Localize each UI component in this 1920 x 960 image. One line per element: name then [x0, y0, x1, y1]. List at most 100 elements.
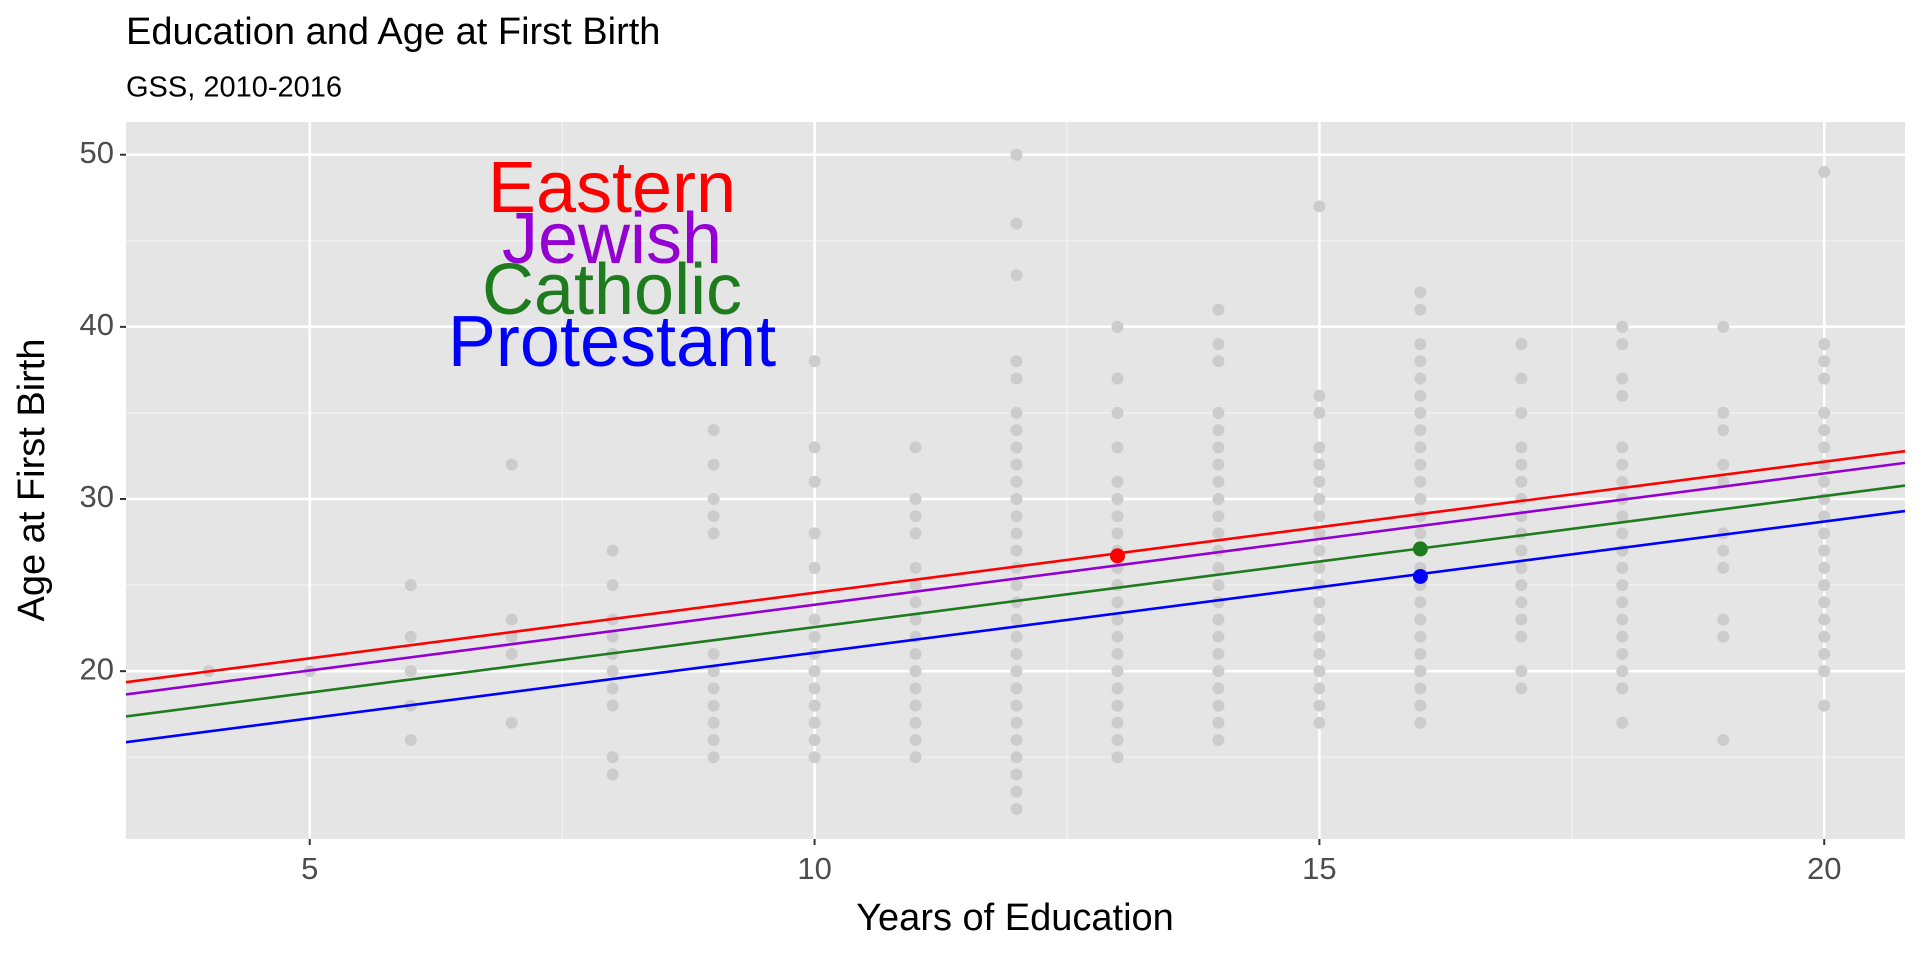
data-point: [1212, 561, 1225, 574]
data-point: [909, 441, 922, 454]
data-point: [1212, 734, 1225, 747]
data-point: [1818, 647, 1831, 660]
data-point: [909, 716, 922, 729]
data-point: [1313, 682, 1326, 695]
data-point: [1818, 355, 1831, 368]
data-point: [808, 751, 821, 764]
data-point: [1010, 406, 1023, 419]
data-point: [1313, 579, 1326, 592]
data-point: [1313, 527, 1326, 540]
data-point: [808, 734, 821, 747]
data-point: [1313, 510, 1326, 523]
data-point: [1111, 493, 1124, 506]
data-point: [1414, 510, 1427, 523]
data-point: [1616, 510, 1629, 523]
data-point: [606, 579, 619, 592]
data-point: [1818, 424, 1831, 437]
data-point: [1212, 682, 1225, 695]
data-point: [1414, 406, 1427, 419]
data-point: [404, 734, 417, 747]
data-point: [1111, 665, 1124, 678]
fit-line: [125, 461, 1906, 696]
data-point: [808, 630, 821, 643]
data-point: [1010, 802, 1023, 815]
data-point: [1010, 734, 1023, 747]
data-point: [505, 458, 518, 471]
data-point: [1515, 458, 1528, 471]
data-point: [1616, 613, 1629, 626]
data-point: [1414, 338, 1427, 351]
data-point: [1313, 561, 1326, 574]
data-point: [1313, 493, 1326, 506]
data-point: [1212, 699, 1225, 712]
data-point: [505, 647, 518, 660]
data-point: [606, 699, 619, 712]
data-point: [1212, 665, 1225, 678]
data-point: [1717, 561, 1730, 574]
data-point: [1616, 475, 1629, 488]
data-point: [909, 596, 922, 609]
data-point: [1010, 372, 1023, 385]
data-point: [1515, 441, 1528, 454]
legend-label: Protestant: [448, 302, 776, 382]
data-point: [1414, 665, 1427, 678]
y-tick-label: 50: [80, 135, 114, 170]
data-point: [1010, 699, 1023, 712]
data-point: [707, 734, 720, 747]
data-point: [606, 751, 619, 764]
data-point: [1010, 665, 1023, 678]
data-point: [1414, 372, 1427, 385]
data-point: [707, 647, 720, 660]
data-point: [707, 716, 720, 729]
data-point: [1111, 630, 1124, 643]
data-point: [1010, 475, 1023, 488]
data-point: [1414, 355, 1427, 368]
data-point: [1111, 510, 1124, 523]
data-point: [1313, 647, 1326, 660]
data-point: [1414, 682, 1427, 695]
data-point: [1616, 647, 1629, 660]
data-point: [1818, 561, 1831, 574]
chart-title: Education and Age at First Birth: [126, 11, 660, 53]
data-point: [1616, 372, 1629, 385]
data-point: [1717, 613, 1730, 626]
data-point: [808, 355, 821, 368]
data-point: [1010, 751, 1023, 764]
data-point: [1818, 579, 1831, 592]
data-point: [1010, 630, 1023, 643]
data-point: [606, 768, 619, 781]
data-point: [707, 699, 720, 712]
data-point: [909, 734, 922, 747]
data-point: [1111, 647, 1124, 660]
data-point: [808, 561, 821, 574]
data-point: [1616, 682, 1629, 695]
data-point: [1717, 458, 1730, 471]
data-point: [1818, 699, 1831, 712]
data-point: [1010, 355, 1023, 368]
data-point: [707, 665, 720, 678]
data-point: [707, 458, 720, 471]
data-point: [1616, 579, 1629, 592]
data-point: [1616, 561, 1629, 574]
data-point: [1111, 475, 1124, 488]
x-axis-label: Years of Education: [856, 897, 1174, 939]
data-point: [1515, 630, 1528, 643]
data-point: [1212, 424, 1225, 437]
y-tick-label: 40: [80, 307, 114, 342]
data-point: [1818, 372, 1831, 385]
data-point: [1111, 716, 1124, 729]
x-tick-label: 15: [1302, 851, 1336, 886]
data-point: [909, 527, 922, 540]
data-point: [1414, 699, 1427, 712]
data-point: [1313, 716, 1326, 729]
data-point: [1616, 596, 1629, 609]
data-point: [1111, 734, 1124, 747]
data-point: [1212, 458, 1225, 471]
data-point: [1616, 441, 1629, 454]
data-point: [1818, 510, 1831, 523]
fit-line: [125, 484, 1906, 718]
data-point: [1818, 630, 1831, 643]
data-point: [808, 665, 821, 678]
data-point: [909, 665, 922, 678]
